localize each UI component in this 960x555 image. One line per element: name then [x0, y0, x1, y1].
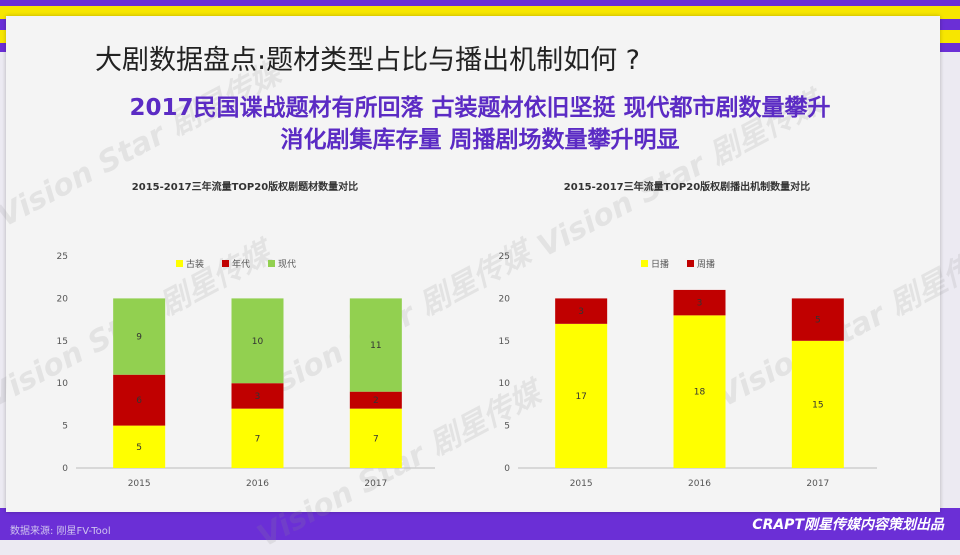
- bar-年代-2017: [349, 391, 402, 409]
- y-tick-label: 0: [504, 464, 510, 474]
- bar-古装-2016: [231, 408, 284, 468]
- data-label-年代-2015: 6: [136, 396, 142, 406]
- legend-swatch-年代: [222, 260, 229, 267]
- data-label-日播-2015: 17: [575, 392, 586, 402]
- data-label-年代-2016: 3: [255, 392, 261, 402]
- data-label-日播-2016: 18: [694, 388, 706, 398]
- chart-title: 2015-2017三年流量TOP20版权剧题材数量对比: [132, 180, 358, 193]
- bottom-band: [0, 508, 960, 540]
- y-tick-label: 15: [57, 337, 68, 347]
- bar-现代-2017: [349, 298, 402, 392]
- data-label-周播-2015: 3: [578, 307, 584, 317]
- legend-label-日播: 日播: [651, 258, 669, 270]
- data-label-年代-2017: 2: [373, 396, 379, 406]
- y-tick-label: 0: [62, 464, 68, 474]
- bar-古装-2015: [113, 425, 166, 468]
- y-tick-label: 20: [57, 294, 69, 304]
- bar-现代-2015: [113, 298, 166, 375]
- y-tick-label: 15: [499, 337, 510, 347]
- data-label-古装-2016: 7: [255, 434, 261, 444]
- y-tick-label: 10: [499, 379, 511, 389]
- x-tick-label-2015: 2015: [128, 479, 151, 489]
- y-tick-label: 25: [499, 252, 510, 262]
- x-tick-label-2015: 2015: [570, 479, 593, 489]
- y-tick-label: 5: [62, 422, 68, 432]
- y-tick-label: 20: [499, 294, 511, 304]
- data-label-周播-2016: 3: [697, 299, 703, 309]
- subtitle-line-2: 消化剧集库存量 周播剧场数量攀升明显: [280, 127, 680, 153]
- brand-credit: CRAPT刚星传媒内容策划出品: [752, 517, 944, 533]
- page-title: 大剧数据盘点:题材类型占比与播出机制如何 ?: [95, 45, 641, 76]
- data-source: 数据来源: 刚星FV-Tool: [10, 526, 111, 537]
- bar-日播-2016: [673, 315, 726, 468]
- bar-年代-2015: [113, 374, 166, 426]
- x-tick-label-2016: 2016: [246, 479, 269, 489]
- data-label-古装-2015: 5: [136, 443, 142, 453]
- data-label-现代-2015: 9: [136, 333, 142, 343]
- bar-现代-2016: [231, 298, 284, 384]
- bar-周播-2017: [791, 298, 844, 341]
- x-tick-label-2016: 2016: [688, 479, 711, 489]
- data-label-现代-2017: 11: [370, 341, 381, 351]
- subtitle-line-1: 2017民国谍战题材有所回落 古装题材依旧坚挺 现代都市剧数量攀升: [129, 95, 831, 121]
- legend-label-年代: 年代: [232, 258, 250, 270]
- data-label-现代-2016: 10: [252, 337, 264, 347]
- y-tick-label: 5: [504, 422, 510, 432]
- bar-日播-2017: [791, 340, 844, 468]
- data-label-周播-2017: 5: [815, 316, 821, 326]
- bar-周播-2015: [555, 298, 608, 324]
- bar-古装-2017: [349, 408, 402, 468]
- y-tick-label: 10: [57, 379, 69, 389]
- data-label-日播-2017: 15: [812, 400, 823, 410]
- legend-label-现代: 现代: [278, 259, 296, 270]
- bar-周播-2016: [673, 289, 726, 316]
- legend-label-古装: 古装: [186, 258, 204, 270]
- bar-日播-2015: [555, 323, 608, 468]
- y-tick-label: 25: [57, 252, 68, 262]
- bar-年代-2016: [231, 383, 284, 409]
- legend-swatch-现代: [268, 260, 275, 267]
- chart-title: 2015-2017三年流量TOP20版权剧播出机制数量对比: [564, 180, 810, 193]
- legend-label-周播: 周播: [697, 258, 715, 270]
- data-label-古装-2017: 7: [373, 434, 379, 444]
- legend-swatch-古装: [176, 260, 183, 267]
- x-tick-label-2017: 2017: [364, 479, 387, 489]
- x-tick-label-2017: 2017: [806, 479, 829, 489]
- legend-swatch-周播: [687, 260, 694, 267]
- legend-swatch-日播: [641, 260, 648, 267]
- top-stripe-1: [0, 6, 960, 19]
